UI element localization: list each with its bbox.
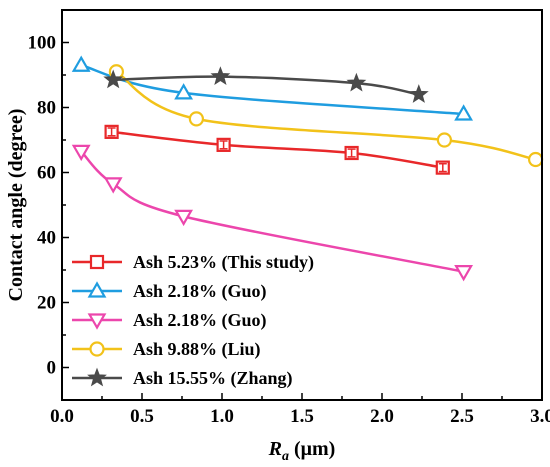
series-4 (108, 64, 544, 168)
y-tick-label: 20 (37, 293, 56, 314)
legend-marker (87, 367, 107, 387)
data-point (188, 111, 204, 127)
legend-label: Ash 2.18% (Guo) (133, 281, 267, 302)
series-line (80, 150, 464, 273)
series-1 (104, 124, 450, 175)
x-tick-label: 1.5 (290, 406, 314, 427)
legend-item: Ash 5.23% (This study) (72, 252, 314, 273)
data-point (346, 72, 367, 92)
legend-item: Ash 15.55% (Zhang) (72, 367, 293, 389)
data-point (454, 104, 474, 121)
y-axis-title: Contact angle (degree) (5, 109, 27, 302)
x-axis-title-main: R (268, 438, 282, 460)
data-point (103, 177, 123, 194)
plot-marks (71, 55, 544, 282)
x-tick-label: 0.5 (130, 406, 154, 427)
x-axis-title-sub: a (282, 449, 289, 464)
series-line (115, 70, 536, 161)
legend-label: Ash 15.55% (Zhang) (133, 368, 293, 389)
legend-label: Ash 2.18% (Guo) (133, 310, 267, 331)
legend-item: Ash 9.88% (Liu) (72, 339, 261, 360)
series-5 (103, 66, 429, 103)
data-point (527, 151, 544, 168)
legend: Ash 5.23% (This study) Ash 2.18% (Guo) Ash… (72, 252, 314, 389)
x-tick-label: 1.0 (210, 406, 234, 427)
axis-ticks: 0.0 0.5 1.0 1.5 2.0 2.5 3.0 0 20 40 60 80 100 (28, 9, 550, 427)
data-point (408, 84, 429, 103)
data-point (454, 265, 474, 282)
x-tick-label: 0.0 (50, 406, 74, 427)
data-point (174, 209, 194, 227)
y-tick-label: 40 (37, 228, 56, 249)
data-point (71, 55, 91, 72)
data-point (210, 66, 231, 86)
legend-item: Ash 2.18% (Guo) (72, 310, 267, 331)
y-tick-label: 0 (47, 358, 57, 379)
x-tick-label: 2.5 (450, 406, 474, 427)
x-axis-title-unit: (μm) (289, 438, 335, 460)
x-tick-label: 2.0 (370, 406, 394, 427)
data-point (436, 132, 452, 148)
legend-marker (87, 281, 107, 298)
legend-label: Ash 5.23% (This study) (133, 252, 314, 273)
series-2 (71, 55, 474, 121)
series-line (113, 75, 420, 96)
y-tick-label: 60 (37, 163, 56, 184)
x-tick-label: 3.0 (530, 406, 550, 427)
legend-label: Ash 9.88% (Liu) (133, 339, 261, 360)
x-axis-title: Ra (μm) (268, 438, 336, 464)
series-line (111, 130, 443, 169)
series-line (80, 64, 464, 116)
data-point (71, 144, 91, 162)
legend-marker (89, 341, 105, 357)
data-point (174, 83, 194, 100)
legend-marker (87, 313, 107, 330)
legend-item: Ash 2.18% (Guo) (72, 281, 267, 302)
series-3 (71, 144, 474, 282)
data-point (103, 69, 124, 89)
y-tick-label: 100 (28, 33, 57, 54)
legend-marker (89, 254, 105, 270)
y-tick-label: 80 (37, 98, 56, 119)
